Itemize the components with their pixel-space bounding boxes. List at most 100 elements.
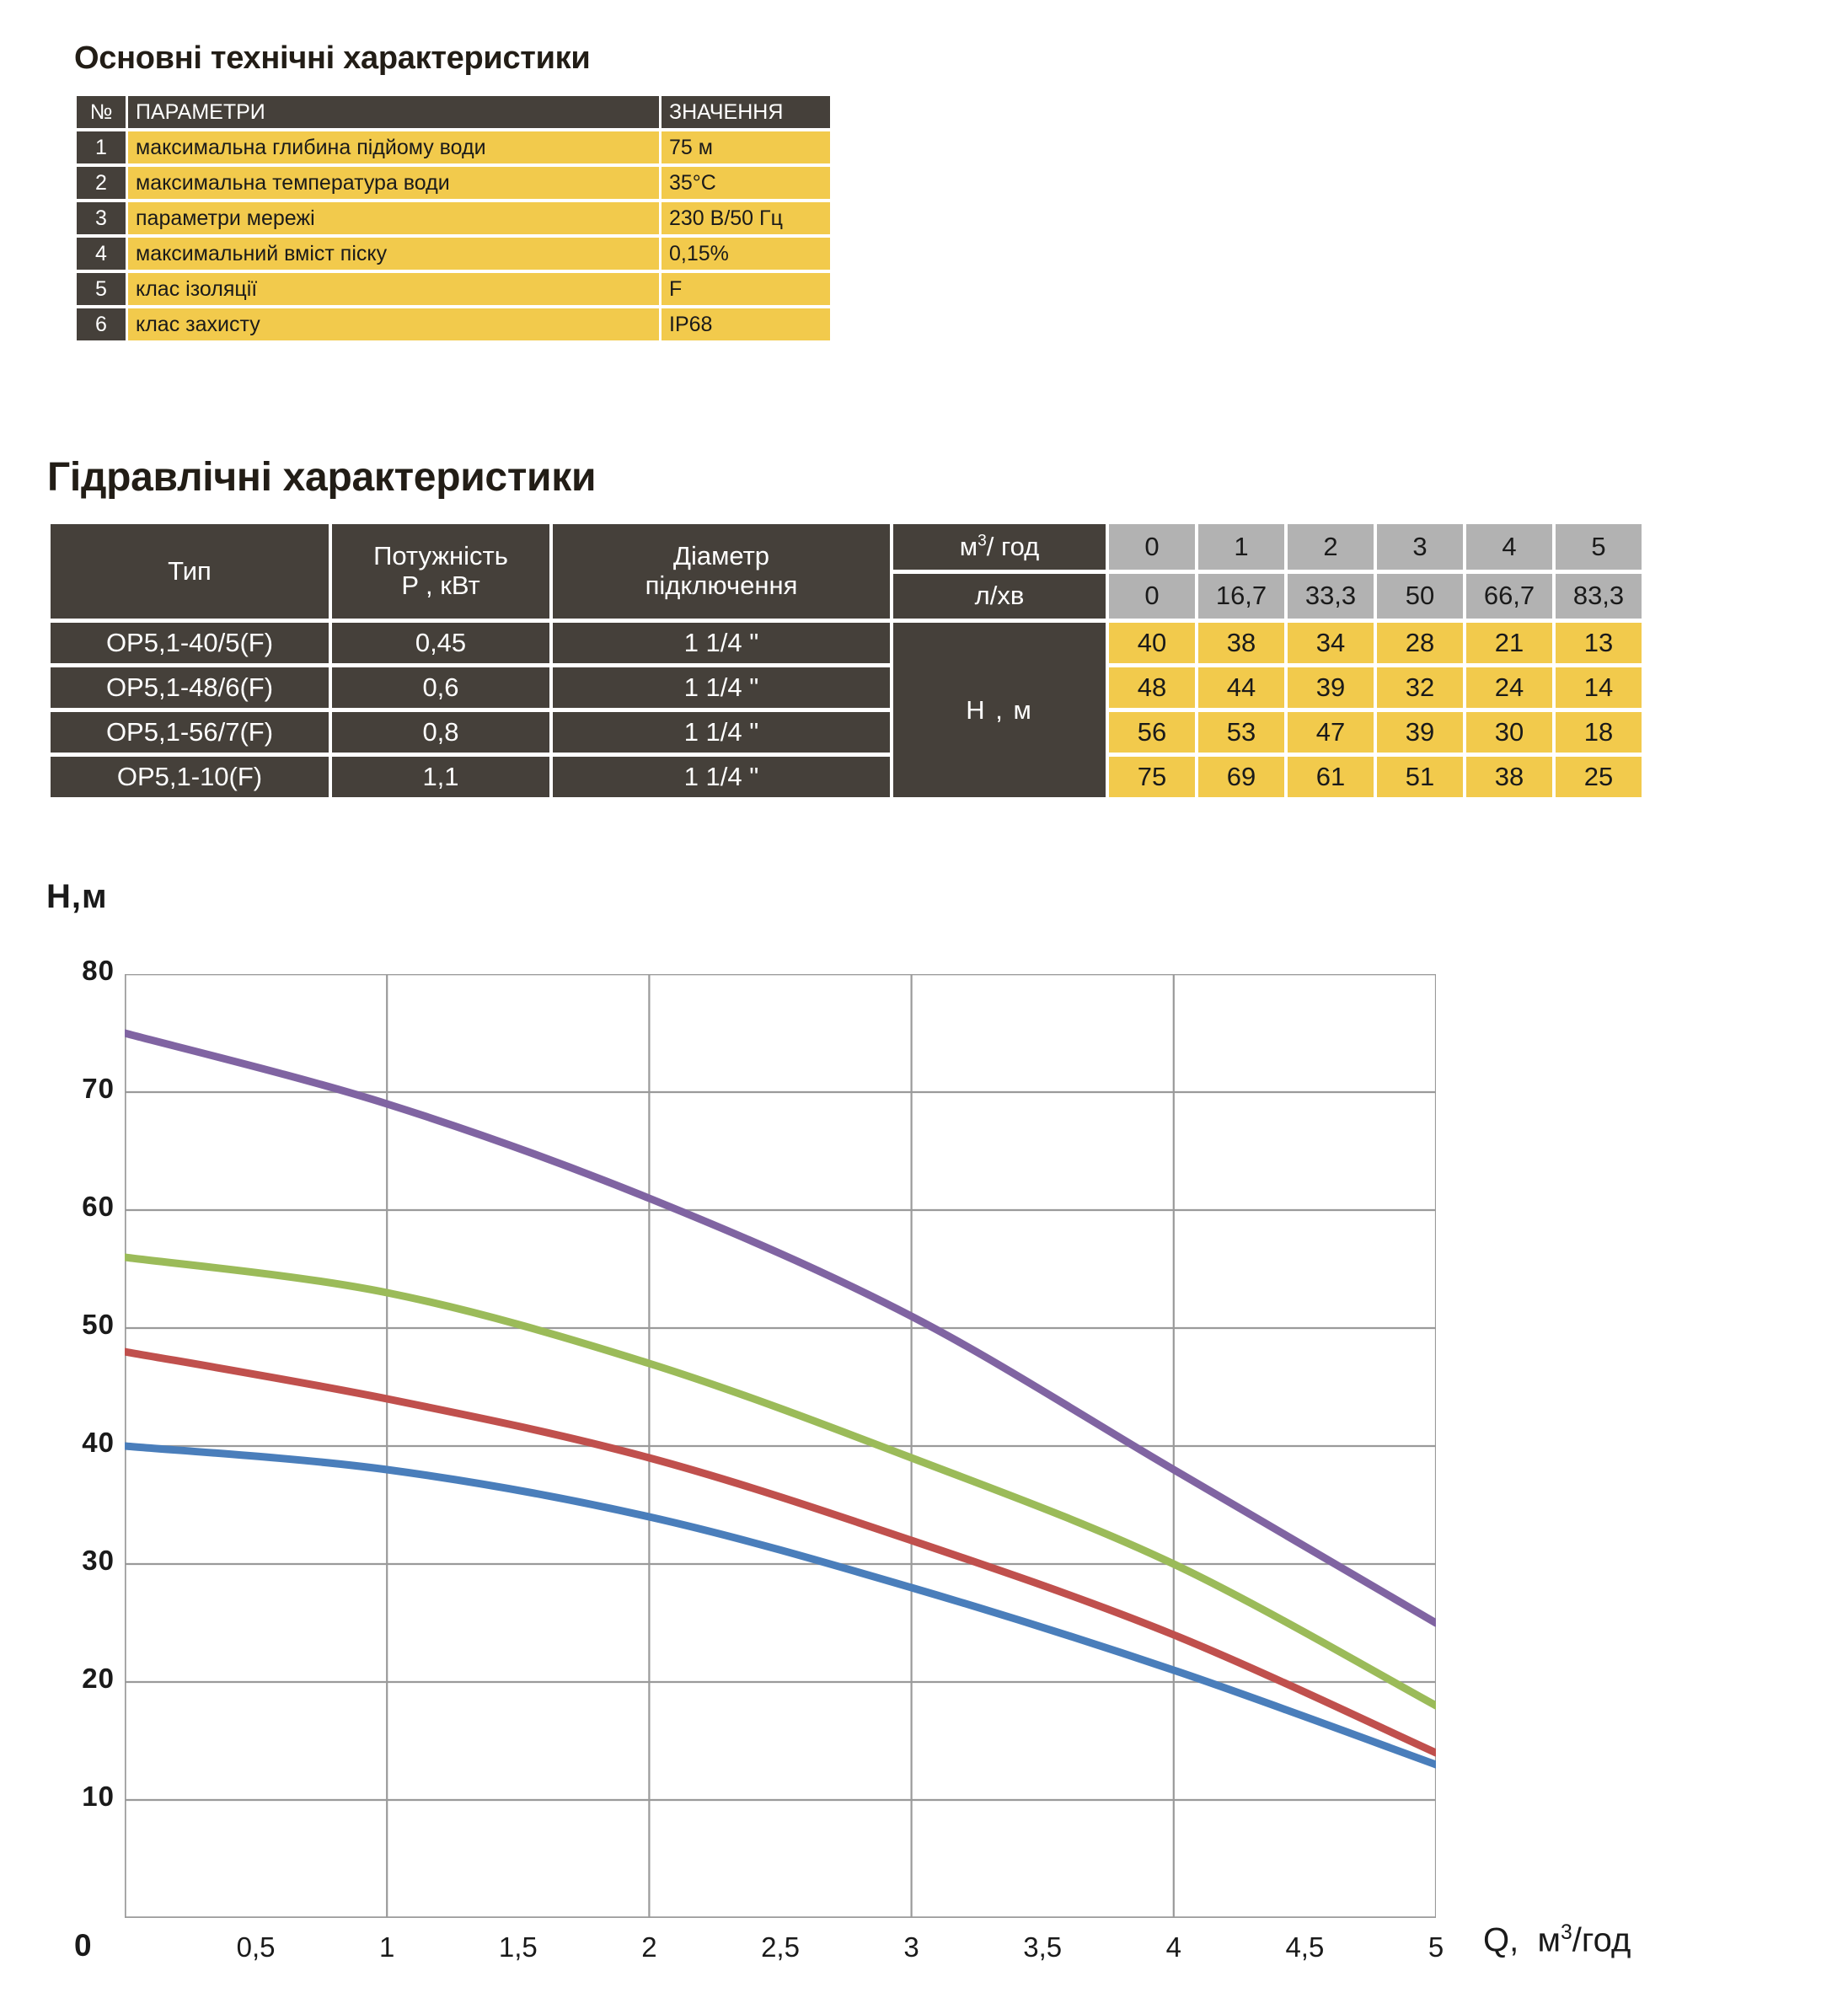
y-tick-label: 20 <box>82 1663 115 1694</box>
table-row: 4 максимальний вміст піску 0,15% <box>77 238 830 270</box>
cell-row-number: 4 <box>77 238 126 270</box>
table-row-header: л/хв 0 16,7 33,3 50 66,7 83,3 <box>51 573 1642 619</box>
table-row: 5 клас ізоляції F <box>77 273 830 305</box>
cell-row-number: 5 <box>77 273 126 305</box>
cell-pump-type: OP5,1-48/6(F) <box>51 667 329 708</box>
cell-parameter: максимальна глибина підйому води <box>128 131 659 163</box>
cell-flow-lmin: 66,7 <box>1466 573 1552 619</box>
cell-head-value: 39 <box>1288 667 1374 708</box>
cell-head-value: 32 <box>1377 667 1463 708</box>
column-header-diameter: Діаметр підключення <box>553 524 890 619</box>
page-title-main-specs: Основні технічні характеристики <box>74 40 591 76</box>
table-row-header: Тип Потужність P , кВт Діаметр підключення м3… <box>51 524 1642 619</box>
table-row: 2 максимальна температура води 35°C <box>77 167 830 199</box>
table-row: OP5,1-48/6(F) 0,6 1 1/4 " 48 44 39 32 24 14 <box>51 667 1642 708</box>
cell-head-value: 53 <box>1198 712 1284 753</box>
hydraulic-table-wrapper: Тип Потужність P , кВт Діаметр підключення м3… <box>47 520 1645 801</box>
main-specs-table: № ПАРАМЕТРИ ЗНАЧЕННЯ 1 максимальна глибина п… <box>74 93 833 344</box>
cell-head-value: 56 <box>1109 712 1195 753</box>
cell-value: 230 В/50 Гц <box>662 202 830 234</box>
table-row: OP5,1-10(F) 1,1 1 1/4 " 75 69 61 51 38 25 <box>51 757 1642 797</box>
cell-head-value: 47 <box>1288 712 1374 753</box>
y-tick-label: 60 <box>82 1191 115 1222</box>
cell-head-value: 48 <box>1109 667 1195 708</box>
cell-diameter: 1 1/4 " <box>553 757 890 797</box>
x-tick-label: 1 <box>379 1931 395 1963</box>
x-tick-label: 5 <box>1428 1931 1444 1963</box>
x-tick-label: 0,5 <box>236 1931 276 1963</box>
column-header-num: № <box>77 96 126 128</box>
y-tick-label: 10 <box>82 1781 115 1812</box>
cell-head-value: 75 <box>1109 757 1195 797</box>
cell-parameter: максимальний вміст піску <box>128 238 659 270</box>
cell-head-value: 34 <box>1288 623 1374 663</box>
chart-y-axis-ticks: 80 70 60 50 40 30 20 10 <box>0 955 115 1918</box>
x-tick-label: 3 <box>903 1931 919 1963</box>
cell-row-number: 1 <box>77 131 126 163</box>
cell-head-value: 38 <box>1466 757 1552 797</box>
table-row: 3 параметри мережі 230 В/50 Гц <box>77 202 830 234</box>
pump-curve-chart: H,м 80 70 60 50 40 30 20 10 0,5 1 1,5 2 2,5 3 3,5 4 4,5… <box>0 876 1848 1998</box>
cell-power: 0,45 <box>332 623 549 663</box>
cell-flow-m3h: 1 <box>1198 524 1284 570</box>
column-header-unit-lmin: л/хв <box>893 573 1106 619</box>
cell-head-value: 24 <box>1466 667 1552 708</box>
cell-row-number: 2 <box>77 167 126 199</box>
cell-head-value: 13 <box>1556 623 1642 663</box>
x-tick-label: 2,5 <box>761 1931 800 1963</box>
chart-plot-area <box>125 974 1436 1918</box>
y-tick-label: 30 <box>82 1545 115 1576</box>
table-row: OP5,1-40/5(F) 0,45 1 1/4 " H , м 40 38 34 28 21 1… <box>51 623 1642 797</box>
cell-head-value: 38 <box>1198 623 1284 663</box>
cell-flow-m3h: 0 <box>1109 524 1195 570</box>
x-tick-label: 1,5 <box>498 1931 538 1963</box>
cell-row-number: 6 <box>77 308 126 340</box>
cell-flow-m3h: 3 <box>1377 524 1463 570</box>
chart-x-axis-title: Q, м3/год <box>1483 1921 1631 1959</box>
cell-flow-lmin: 0 <box>1109 573 1195 619</box>
x-tick-label: 2 <box>641 1931 657 1963</box>
cell-value: 0,15% <box>662 238 830 270</box>
hydraulic-table: Тип Потужність P , кВт Діаметр підключення м3… <box>47 520 1645 801</box>
cell-pump-type: OP5,1-56/7(F) <box>51 712 329 753</box>
cell-value: 75 м <box>662 131 830 163</box>
chart-x-axis-ticks: 0,5 1 1,5 2 2,5 3 3,5 4 4,5 5 <box>125 1931 1444 1974</box>
cell-head-value: 39 <box>1377 712 1463 753</box>
cell-flow-lmin: 16,7 <box>1198 573 1284 619</box>
column-header-head: H , м <box>893 623 1106 797</box>
column-header-unit-m3h: м3/ год <box>893 524 1106 570</box>
column-header-value: ЗНАЧЕННЯ <box>662 96 830 128</box>
cell-flow-m3h: 5 <box>1556 524 1642 570</box>
cell-head-value: 40 <box>1109 623 1195 663</box>
column-header-param: ПАРАМЕТРИ <box>128 96 659 128</box>
cell-value: 35°C <box>662 167 830 199</box>
cell-row-number: 3 <box>77 202 126 234</box>
cell-head-value: 21 <box>1466 623 1552 663</box>
table-row: 6 клас захисту IP68 <box>77 308 830 340</box>
cell-head-value: 18 <box>1556 712 1642 753</box>
cell-diameter: 1 1/4 " <box>553 667 890 708</box>
cell-head-value: 30 <box>1466 712 1552 753</box>
cell-head-value: 69 <box>1198 757 1284 797</box>
y-tick-label: 40 <box>82 1427 115 1458</box>
cell-pump-type: OP5,1-40/5(F) <box>51 623 329 663</box>
column-header-power: Потужність P , кВт <box>332 524 549 619</box>
cell-head-value: 25 <box>1556 757 1642 797</box>
y-tick-label: 50 <box>82 1309 115 1340</box>
cell-parameter: параметри мережі <box>128 202 659 234</box>
chart-y-axis-title: H,м <box>46 878 108 915</box>
cell-flow-lmin: 33,3 <box>1288 573 1374 619</box>
cell-head-value: 28 <box>1377 623 1463 663</box>
cell-diameter: 1 1/4 " <box>553 623 890 663</box>
column-header-type: Тип <box>51 524 329 619</box>
table-row: OP5,1-56/7(F) 0,8 1 1/4 " 56 53 47 39 30 18 <box>51 712 1642 753</box>
cell-head-value: 14 <box>1556 667 1642 708</box>
cell-flow-m3h: 4 <box>1466 524 1552 570</box>
chart-origin-label: 0 <box>74 1928 92 1963</box>
x-tick-label: 4 <box>1165 1931 1181 1963</box>
cell-power: 0,6 <box>332 667 549 708</box>
x-tick-label: 4,5 <box>1285 1931 1325 1963</box>
cell-parameter: клас захисту <box>128 308 659 340</box>
y-tick-label: 80 <box>82 955 115 986</box>
